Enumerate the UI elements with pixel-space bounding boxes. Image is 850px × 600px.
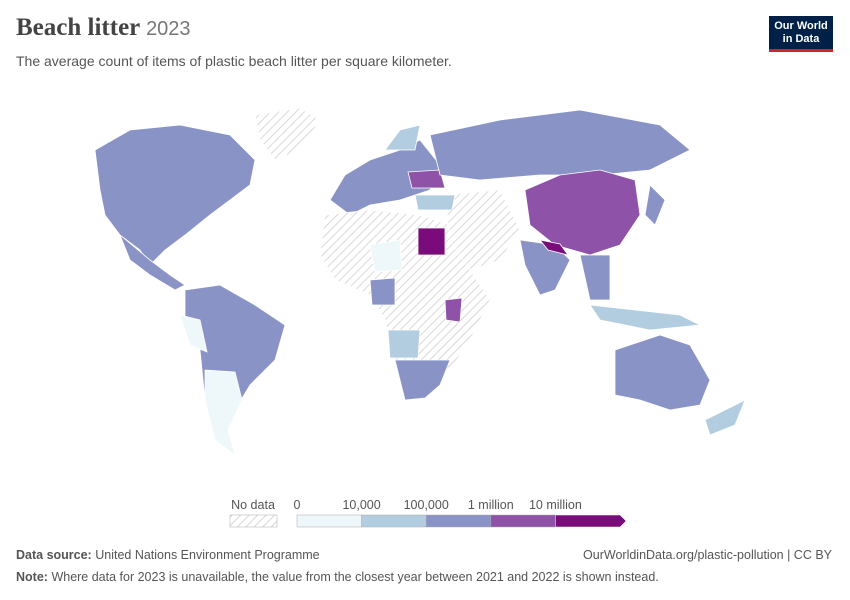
- niger[interactable]: [369, 239, 403, 273]
- legend-swatch: [296, 514, 362, 528]
- scandinavia[interactable]: [384, 124, 421, 151]
- nepal-bangladesh[interactable]: [539, 239, 569, 256]
- source-label: Data source:: [16, 548, 92, 562]
- legend-swatch: [361, 514, 427, 528]
- egypt[interactable]: [417, 227, 446, 256]
- peru[interactable]: [179, 314, 208, 353]
- russia[interactable]: [429, 109, 691, 181]
- kenya[interactable]: [444, 297, 463, 323]
- legend-tick-label: 10,000: [342, 498, 380, 512]
- south-america[interactable]: [184, 284, 286, 456]
- logo-line: Our World: [774, 20, 828, 32]
- legend-swatch: [490, 514, 556, 528]
- middle-east[interactable]: [444, 189, 521, 271]
- greenland[interactable]: [254, 107, 321, 161]
- legend: No data 0 10,000 100,000 1 million 10 millio…: [229, 498, 627, 528]
- source-text: United Nations Environment Programme: [95, 548, 320, 562]
- central-america[interactable]: [119, 234, 186, 291]
- url[interactable]: OurWorldinData.org/plastic-pollution | C…: [583, 548, 832, 562]
- no-data-label: No data: [231, 498, 275, 512]
- logo-line: in Data: [782, 33, 820, 45]
- year: 2023: [146, 18, 191, 40]
- ukraine[interactable]: [407, 169, 446, 189]
- title-block: Beach litter 2023: [16, 14, 191, 42]
- note-text: Where data for 2023 is unavailable, the …: [51, 570, 659, 584]
- turkey[interactable]: [414, 194, 456, 211]
- logo[interactable]: Our World in Data: [769, 16, 833, 52]
- legend-swatch: [425, 514, 492, 528]
- subtitle: The average count of items of plastic be…: [16, 53, 452, 69]
- source: Data source: United Nations Environment …: [16, 548, 320, 562]
- note-label: Note:: [16, 570, 48, 584]
- legend-tick-label: 100,000: [404, 498, 449, 512]
- legend-swatch: [555, 514, 627, 528]
- nigeria[interactable]: [369, 277, 396, 306]
- indonesia[interactable]: [589, 304, 702, 331]
- southeast-asia[interactable]: [579, 254, 611, 301]
- new-zealand[interactable]: [704, 399, 746, 436]
- countries: [94, 107, 746, 457]
- southern-africa[interactable]: [394, 359, 451, 401]
- angola[interactable]: [387, 329, 421, 359]
- legend-tick-label: 0: [294, 498, 301, 512]
- australia[interactable]: [614, 334, 711, 411]
- argentina-chile[interactable]: [204, 369, 243, 457]
- japan[interactable]: [644, 184, 666, 226]
- north-america[interactable]: [94, 124, 256, 266]
- legend-tick-label: 1 million: [468, 498, 514, 512]
- note: Note: Where data for 2023 is unavailable…: [16, 570, 659, 584]
- title: Beach litter: [16, 14, 140, 41]
- china[interactable]: [524, 169, 641, 256]
- legend-tick-label: 10 million: [529, 498, 582, 512]
- no-data-swatch: [229, 514, 278, 528]
